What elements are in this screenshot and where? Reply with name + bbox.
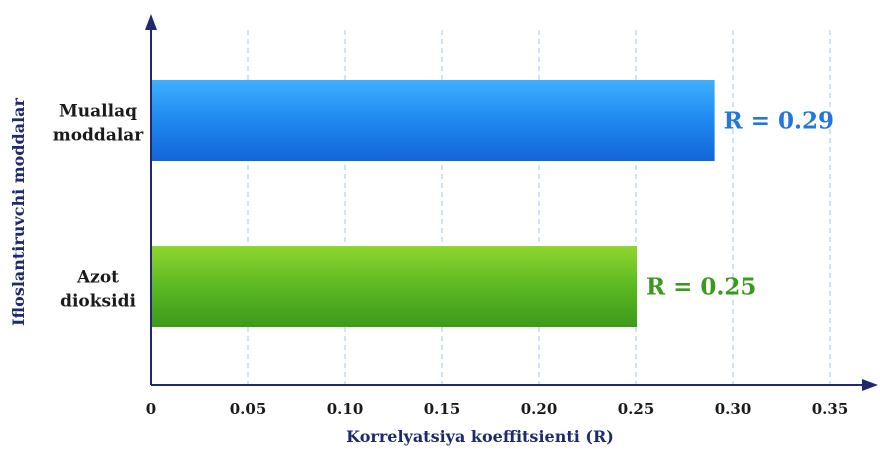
y-axis-arrow-icon [145, 14, 157, 30]
bar [152, 246, 637, 327]
x-tick-label: 0.15 [424, 400, 461, 418]
x-axis-arrow-icon [862, 379, 878, 391]
bars [152, 80, 715, 327]
x-tick-labels: 0 0.05 0.10 0.15 0.20 0.25 0.30 0.35 [146, 400, 848, 418]
data-label: R = 0.25 [646, 274, 756, 301]
x-tick-label: 0.35 [812, 400, 849, 418]
category-label: dioksidi [60, 292, 136, 312]
category-label: Muallaq [59, 102, 137, 122]
data-labels: R = 0.29 R = 0.25 [646, 108, 834, 301]
category-label: Azot [76, 268, 119, 288]
category-labels: Muallaq moddalar Azot dioksidi [53, 102, 145, 312]
x-tick-label: 0 [146, 400, 156, 418]
category-label: moddalar [53, 126, 145, 146]
x-tick-label: 0.30 [715, 400, 752, 418]
axes [145, 14, 878, 391]
x-tick-label: 0.10 [327, 400, 364, 418]
bar [152, 80, 715, 161]
x-tick-label: 0.25 [618, 400, 655, 418]
data-label: R = 0.29 [724, 108, 834, 135]
x-tick-label: 0.05 [230, 400, 267, 418]
x-axis-title: Korrelyatsiya koeffitsienti (R) [346, 427, 614, 446]
x-tick-label: 0.20 [521, 400, 558, 418]
y-axis-title: Ifloslantiruvchi moddalar [9, 97, 28, 326]
